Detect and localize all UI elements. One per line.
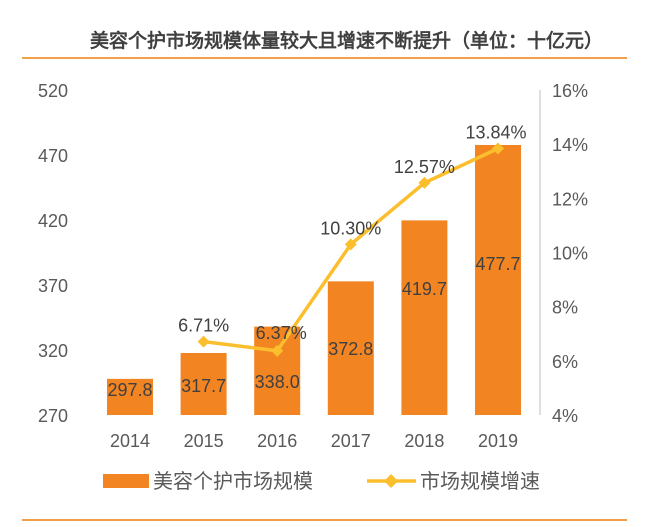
bar-label: 372.8: [328, 339, 373, 359]
line-point: [344, 238, 357, 251]
y-right-tick: 4%: [552, 406, 578, 426]
x-tick: 2016: [257, 431, 297, 451]
bar: [401, 220, 448, 415]
bottom-divider: [22, 519, 627, 521]
line-label: 10.30%: [320, 218, 381, 238]
bar-label: 317.7: [181, 376, 226, 396]
y-left-tick: 520: [38, 81, 68, 101]
line-point: [197, 335, 210, 348]
y-right-tick: 14%: [552, 135, 588, 155]
y-left-tick: 270: [38, 406, 68, 426]
bar: [180, 352, 227, 415]
x-tick: 2018: [404, 431, 444, 451]
line-label: 6.71%: [178, 316, 229, 336]
y-left-tick: 320: [38, 341, 68, 361]
line-label: 13.84%: [465, 123, 526, 143]
y-right-tick: 6%: [552, 352, 578, 372]
title-divider: [22, 57, 627, 59]
line-point: [492, 142, 504, 155]
chart-title: 美容个护市场规模体量较大且增速不断提升（单位：十亿元）: [90, 30, 604, 52]
legend-line-label: 市场规模增速: [420, 469, 540, 493]
bar-label: 419.7: [402, 279, 447, 299]
bar-label: 297.8: [107, 380, 152, 400]
legend-bar-label: 美容个护市场规模: [153, 469, 313, 493]
y-left-tick: 420: [38, 211, 68, 231]
line-label: 6.37%: [256, 323, 307, 343]
x-tick: 2014: [110, 431, 150, 451]
y-right-tick: 12%: [552, 189, 588, 209]
bar-label: 338.0: [255, 372, 300, 392]
legend-bar-swatch: [103, 474, 149, 488]
y-right-tick: 8%: [552, 298, 578, 318]
line-label: 12.57%: [394, 157, 455, 177]
line-point: [271, 344, 284, 357]
x-tick: 2019: [478, 431, 518, 451]
bar-label: 477.7: [475, 254, 520, 274]
bar: [475, 144, 521, 416]
bar: [254, 326, 301, 415]
y-left-tick: 370: [38, 276, 68, 296]
y-right-tick: 10%: [552, 244, 588, 264]
legend-line-marker: [384, 474, 398, 488]
bar: [327, 281, 374, 415]
y-left-tick: 470: [38, 146, 68, 166]
y-right-tick: 16%: [552, 81, 588, 101]
x-tick: 2015: [184, 431, 224, 451]
x-tick: 2017: [331, 431, 371, 451]
line-point: [418, 176, 431, 189]
bar: [107, 378, 153, 415]
